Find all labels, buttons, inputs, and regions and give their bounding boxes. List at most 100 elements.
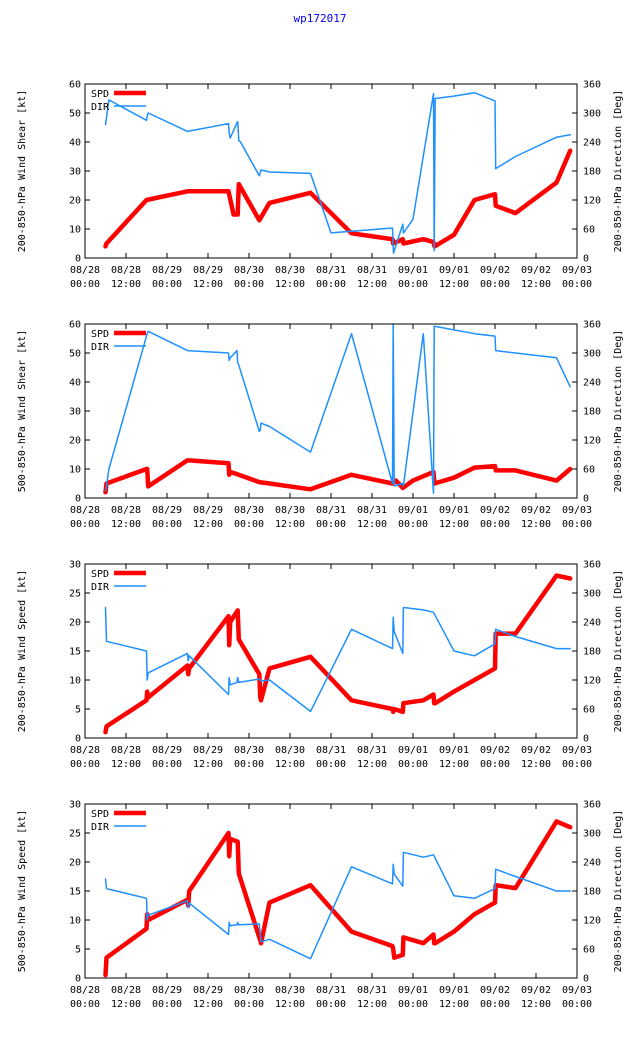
x-tick-label-time: 12:00 <box>357 279 387 290</box>
x-tick-label-time: 12:00 <box>357 759 387 770</box>
x-tick-label-date: 08/29 <box>152 745 182 756</box>
x-tick-label-date: 09/03 <box>562 985 592 996</box>
x-tick-label-time: 00:00 <box>70 519 100 530</box>
y-tick-label: 10 <box>69 916 81 927</box>
x-tick-label-date: 09/03 <box>562 505 592 516</box>
x-tick-label-time: 00:00 <box>152 999 182 1010</box>
legend-label-spd: SPD <box>91 569 109 580</box>
y2-tick-label: 120 <box>583 916 601 927</box>
x-tick-label-date: 08/30 <box>275 985 305 996</box>
x-tick-label-time: 12:00 <box>275 999 305 1010</box>
dir-series-line <box>104 323 571 494</box>
x-tick-label-date: 08/28 <box>111 265 141 276</box>
y-tick-label: 5 <box>75 705 81 716</box>
x-tick-label-time: 00:00 <box>152 759 182 770</box>
y-tick-label: 0 <box>75 494 81 505</box>
y-tick-label: 0 <box>75 974 81 985</box>
x-tick-label-time: 00:00 <box>234 999 264 1010</box>
x-tick-label-time: 00:00 <box>152 519 182 530</box>
y2-tick-label: 120 <box>583 676 601 687</box>
y2-tick-label: 360 <box>583 560 601 571</box>
y2-tick-label: 60 <box>583 225 595 236</box>
y-tick-label: 20 <box>69 858 81 869</box>
x-tick-label-date: 09/02 <box>521 985 551 996</box>
y-tick-label: 20 <box>69 196 81 207</box>
y-tick-label: 15 <box>69 887 81 898</box>
y-tick-label: 30 <box>69 800 81 811</box>
x-tick-label-time: 12:00 <box>521 999 551 1010</box>
x-tick-label-time: 00:00 <box>234 519 264 530</box>
x-tick-label-time: 00:00 <box>398 279 428 290</box>
x-tick-label-date: 08/28 <box>70 505 100 516</box>
x-tick-label-date: 08/30 <box>234 985 264 996</box>
x-tick-label-date: 09/01 <box>439 745 469 756</box>
x-tick-label-time: 12:00 <box>439 519 469 530</box>
plot-frame <box>84 83 578 259</box>
x-tick-label-time: 00:00 <box>70 999 100 1010</box>
x-tick-label-date: 08/30 <box>275 505 305 516</box>
y2-axis-title: 200-850-hPa Direction [Deg] <box>613 330 624 493</box>
x-tick-label-time: 00:00 <box>152 279 182 290</box>
y-tick-label: 25 <box>69 589 81 600</box>
dir-series-line <box>104 851 571 960</box>
y2-tick-label: 120 <box>583 196 601 207</box>
legend-label-dir: DIR <box>91 102 110 113</box>
y-tick-label: 60 <box>69 80 81 91</box>
y-tick-label: 10 <box>69 465 81 476</box>
y-axis-title: 200-850-hPa Wind Shear [kt] <box>17 90 28 253</box>
plot-frame <box>84 563 578 739</box>
dir-series-line <box>104 606 571 713</box>
y2-tick-label: 300 <box>583 589 601 600</box>
y2-axis-title: 200-850-hPa Direction [Deg] <box>613 90 624 253</box>
y2-axis-title: 200-850-hPa Direction [Deg] <box>613 810 624 973</box>
x-tick-label-date: 08/30 <box>234 265 264 276</box>
x-tick-label-date: 08/31 <box>316 745 346 756</box>
x-tick-label-date: 08/30 <box>234 505 264 516</box>
legend-label-dir: DIR <box>91 342 110 353</box>
x-tick-label-date: 08/31 <box>357 745 387 756</box>
x-tick-label-date: 09/01 <box>439 985 469 996</box>
x-tick-label-date: 08/29 <box>193 505 223 516</box>
x-tick-label-date: 09/02 <box>480 985 510 996</box>
y2-tick-label: 180 <box>583 407 601 418</box>
x-tick-label-time: 12:00 <box>439 759 469 770</box>
x-tick-label-date: 09/01 <box>398 505 428 516</box>
chart-panel-1: 0 10 20 30 40 50 60 0 60 120 180 240 300 360 08/28 00:0… <box>17 80 624 291</box>
x-tick-label-time: 00:00 <box>316 759 346 770</box>
x-tick-label-time: 00:00 <box>562 759 592 770</box>
x-tick-label-time: 00:00 <box>562 999 592 1010</box>
y-tick-label: 40 <box>69 378 81 389</box>
y-tick-label: 60 <box>69 320 81 331</box>
x-tick-label-date: 09/01 <box>398 265 428 276</box>
x-tick-label-time: 12:00 <box>357 999 387 1010</box>
y-tick-label: 50 <box>69 109 81 120</box>
y2-tick-label: 60 <box>583 705 595 716</box>
x-tick-label-time: 00:00 <box>316 999 346 1010</box>
x-tick-label-time: 00:00 <box>398 759 428 770</box>
y-tick-label: 10 <box>69 225 81 236</box>
x-tick-label-time: 00:00 <box>480 279 510 290</box>
y2-tick-label: 180 <box>583 647 601 658</box>
x-tick-label-date: 09/03 <box>562 265 592 276</box>
y2-tick-label: 360 <box>583 800 601 811</box>
y-tick-label: 30 <box>69 407 81 418</box>
x-tick-label-date: 08/30 <box>234 745 264 756</box>
x-tick-label-date: 08/31 <box>316 265 346 276</box>
y-tick-label: 10 <box>69 676 81 687</box>
x-tick-label-time: 12:00 <box>111 759 141 770</box>
y2-tick-label: 360 <box>583 320 601 331</box>
x-tick-label-time: 12:00 <box>111 999 141 1010</box>
chart-panel-3: 05101520253006012018024030036008/2800:00… <box>17 560 624 771</box>
y2-tick-label: 240 <box>583 138 601 149</box>
y-tick-label: 15 <box>69 647 81 658</box>
x-tick-label-date: 08/31 <box>316 505 346 516</box>
x-tick-label-date: 08/28 <box>70 265 100 276</box>
y2-tick-label: 0 <box>583 974 589 985</box>
x-tick-label-date: 08/30 <box>275 265 305 276</box>
y2-tick-label: 0 <box>583 494 589 505</box>
y2-tick-label: 240 <box>583 378 601 389</box>
plot-frame <box>84 803 578 979</box>
legend-label-dir: DIR <box>91 582 110 593</box>
chart-panel-4: 05101520253006012018024030036008/2800:00… <box>17 800 624 1011</box>
